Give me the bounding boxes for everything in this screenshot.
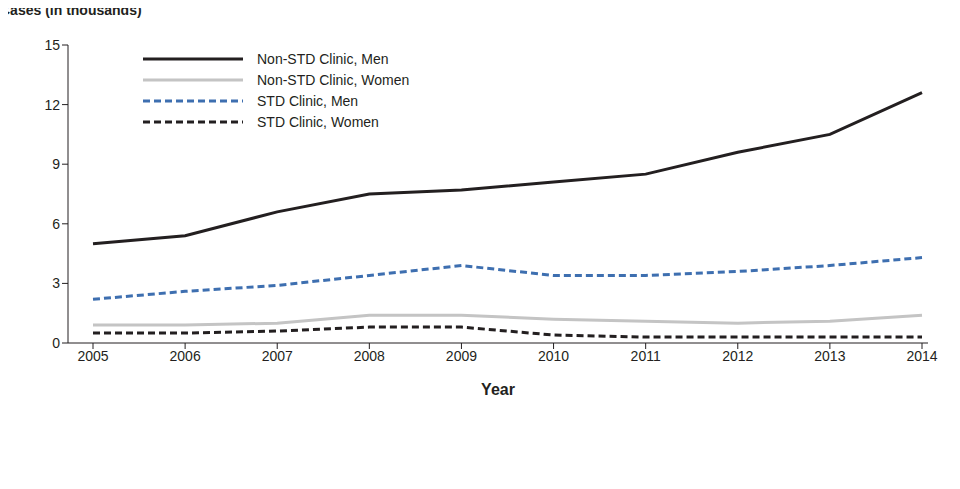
html-text:STD Clinic, Men: STD Clinic, Men [257, 92, 359, 109]
svg-text:6: 6 [52, 216, 60, 232]
svg-text:2005: 2005 [77, 348, 108, 364]
svg-text:2011: 2011 [631, 348, 661, 364]
html-text:STD Clinic, Women: STD Clinic, Women [257, 113, 379, 130]
svg-text:2013: 2013 [814, 348, 845, 364]
svg-text:3: 3 [52, 275, 60, 291]
html-text:Non-STD Clinic, Women: Non-STD Clinic, Women [257, 71, 410, 88]
svg-text:2006: 2006 [170, 348, 201, 364]
svg-text:2010: 2010 [538, 348, 569, 364]
svg-text:2007: 2007 [262, 348, 293, 364]
svg-text:2009: 2009 [446, 348, 477, 364]
svg-text:0: 0 [52, 335, 60, 351]
svg-text:9: 9 [52, 156, 60, 172]
svg-text:12: 12 [44, 97, 60, 113]
svg-text:2014: 2014 [906, 348, 937, 364]
svg-text:2012: 2012 [722, 348, 753, 364]
svg-text:2008: 2008 [354, 348, 385, 364]
svg-text:15: 15 [44, 37, 60, 53]
html-text:Non-STD Clinic, Men: Non-STD Clinic, Men [257, 50, 389, 67]
svg-text:Year: Year [481, 381, 515, 398]
html-text:Cases (in thousands): Cases (in thousands) [0, 2, 142, 18]
